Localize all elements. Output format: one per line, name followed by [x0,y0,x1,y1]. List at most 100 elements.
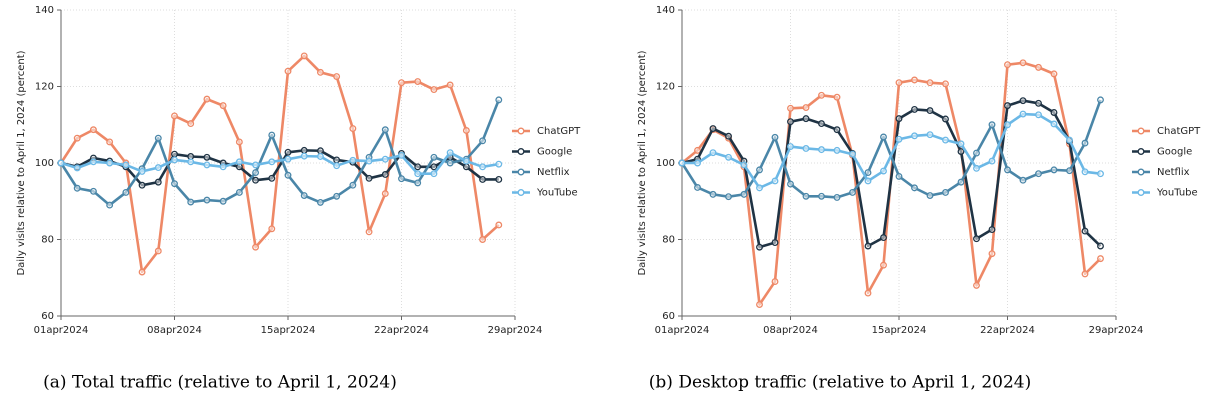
point [957,140,965,148]
point [1004,61,1011,69]
point [1066,136,1073,144]
point [771,177,779,185]
legend-label: Netflix [537,167,570,178]
point [771,278,779,286]
x-tick-label: 29apr2024 [1089,325,1144,336]
point [252,176,260,184]
point [252,161,260,169]
legend-label: Google [1157,147,1192,158]
point [284,155,292,163]
point [818,192,825,200]
point [880,261,887,269]
point [1050,109,1058,116]
point [462,163,470,171]
point [479,236,487,243]
y-tick-label: 80 [662,235,675,246]
legend-marker [1137,168,1145,176]
legend-label: ChatGPT [1157,126,1201,137]
point [414,170,422,178]
point [1004,166,1011,174]
series-line [60,151,499,176]
point [942,115,949,123]
point [895,115,903,123]
legend-marker [517,148,525,155]
point [316,198,324,206]
point [414,179,422,187]
y-tick-label: 100 [656,158,675,169]
legend-label: ChatGPT [537,126,581,137]
legend-marker [517,189,525,196]
point [284,171,292,179]
x-tick-label: 01apr2024 [655,325,710,336]
point [1081,139,1089,147]
point [1097,242,1104,250]
legend-marker [517,168,525,176]
point [414,78,422,85]
point [316,153,324,160]
point [268,131,276,139]
point [495,160,503,168]
point [957,178,965,186]
y-tick-label: 120 [35,82,54,93]
point [479,175,487,183]
point [349,181,357,189]
point [880,133,887,141]
point [756,301,763,308]
point [740,161,748,169]
y-tick-label: 60 [662,311,675,322]
point [300,146,308,154]
point [942,189,949,196]
point [802,145,810,152]
point [171,180,178,188]
point [187,198,195,206]
series-line [60,149,499,187]
point [446,149,454,157]
point [300,152,308,160]
point [333,73,341,81]
legend-marker [1137,127,1145,135]
legend-marker [1137,148,1145,155]
legend-marker [517,127,525,135]
point [895,135,903,143]
point [495,221,503,229]
point [495,96,503,104]
series-line [681,99,1102,249]
point [268,174,276,182]
point [365,174,373,182]
point [926,131,934,139]
point [349,156,357,164]
point [833,193,841,201]
point [756,166,763,174]
series-line [59,99,500,207]
point [1081,270,1089,278]
point [138,268,146,276]
point [1019,59,1027,67]
point [235,158,243,166]
point [988,157,996,165]
point [73,134,81,142]
x-tick-label: 08apr2024 [147,325,202,336]
point [911,132,918,140]
y-tick-label: 140 [35,5,54,16]
point [1097,96,1104,104]
point [414,163,422,171]
point [187,158,195,166]
y-axis-label: Daily visits relative to April 1, 2024 (… [16,50,27,275]
point [926,107,934,115]
point [398,79,405,87]
point [926,192,934,199]
point [849,189,856,196]
point [911,184,918,192]
point [73,184,81,192]
point [988,121,996,129]
point [988,226,996,234]
y-tick-label: 100 [35,158,54,169]
point [709,149,717,157]
point [833,126,841,134]
x-tick-label: 22apr2024 [980,325,1035,336]
point [1050,166,1058,174]
point [106,159,114,167]
point [495,175,503,183]
point [833,93,841,101]
